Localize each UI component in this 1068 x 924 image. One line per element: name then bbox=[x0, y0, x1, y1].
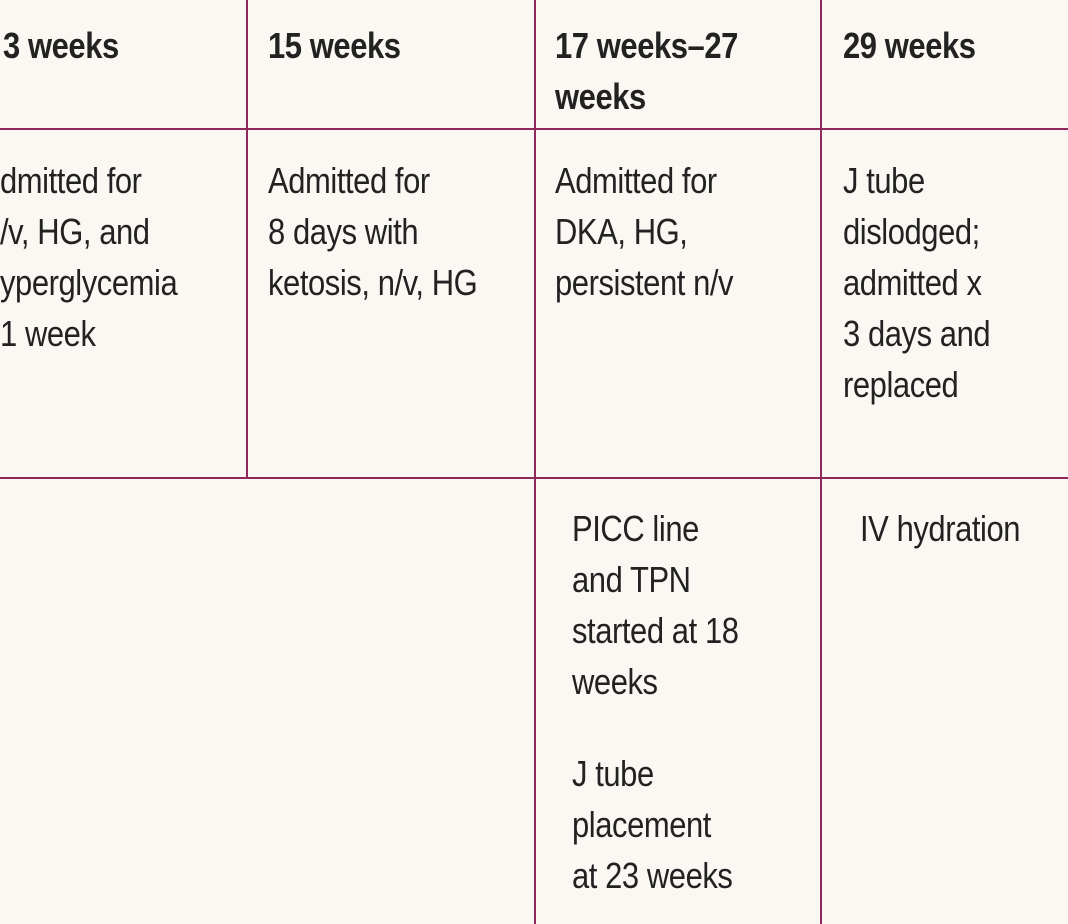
intervention-iv-hydration: IV hydration bbox=[860, 508, 1021, 549]
event-15-weeks: Admitted for 8 days with ketosis, n/v, H… bbox=[268, 160, 478, 303]
row-divider bbox=[0, 128, 1068, 130]
header-17-27-weeks: 17 weeks–27 weeks bbox=[555, 25, 738, 117]
intervention-j-tube-placement: J tube placement at 23 weeks bbox=[572, 753, 733, 896]
event-3-weeks: dmitted for /v, HG, and yperglycemia 1 w… bbox=[0, 160, 178, 354]
header-29-weeks: 29 weeks bbox=[843, 25, 976, 66]
column-divider bbox=[820, 0, 822, 924]
event-17-27-weeks: Admitted for DKA, HG, persistent n/v bbox=[555, 160, 734, 303]
column-divider bbox=[534, 0, 536, 924]
header-3-weeks: 3 weeks bbox=[3, 25, 119, 66]
header-15-weeks: 15 weeks bbox=[268, 25, 401, 66]
column-divider bbox=[246, 0, 248, 478]
intervention-picc-tpn: PICC line and TPN started at 18 weeks bbox=[572, 508, 739, 702]
event-29-weeks: J tube dislodged; admitted x 3 days and … bbox=[843, 160, 991, 405]
row-divider bbox=[0, 477, 1068, 479]
